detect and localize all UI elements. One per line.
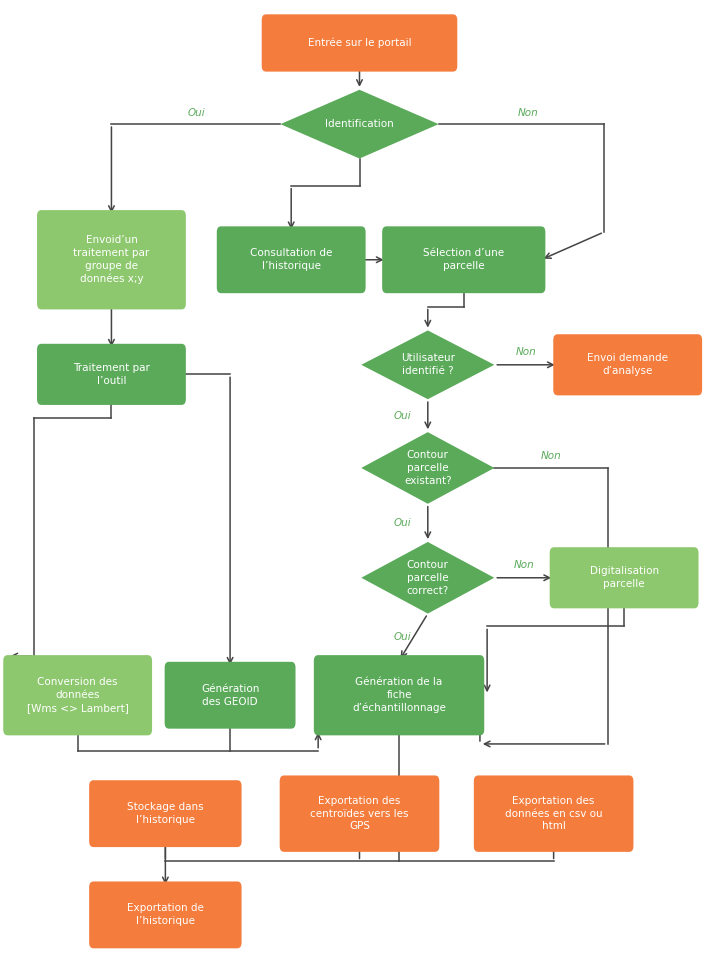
Text: Sélection d’une
parcelle: Sélection d’une parcelle — [423, 248, 504, 271]
Text: Entrée sur le portail: Entrée sur le portail — [308, 38, 411, 48]
FancyBboxPatch shape — [554, 334, 702, 395]
Text: Traitement par
l’outil: Traitement par l’outil — [73, 363, 150, 386]
Text: Non: Non — [518, 108, 539, 117]
FancyBboxPatch shape — [262, 14, 457, 72]
Text: Non: Non — [541, 451, 562, 460]
Text: Génération de la
fiche
d’échantillonnage: Génération de la fiche d’échantillonnage — [352, 677, 446, 713]
Polygon shape — [280, 90, 439, 159]
FancyBboxPatch shape — [37, 344, 186, 405]
Text: Stockage dans
l’historique: Stockage dans l’historique — [127, 802, 203, 825]
Text: Exportation des
données en csv ou
html: Exportation des données en csv ou html — [505, 796, 603, 832]
Text: Oui: Oui — [394, 411, 411, 420]
Text: Utilisateur
identifié ?: Utilisateur identifié ? — [400, 353, 455, 376]
FancyBboxPatch shape — [280, 775, 439, 852]
Text: Oui: Oui — [187, 108, 205, 117]
Text: Envoid’un
traitement par
groupe de
données x;y: Envoid’un traitement par groupe de donné… — [73, 235, 150, 285]
FancyBboxPatch shape — [474, 775, 633, 852]
Text: Oui: Oui — [394, 518, 411, 528]
FancyBboxPatch shape — [314, 655, 485, 735]
Polygon shape — [361, 542, 495, 613]
FancyBboxPatch shape — [3, 655, 152, 735]
Polygon shape — [361, 330, 495, 399]
Text: Non: Non — [514, 561, 534, 570]
Text: Oui: Oui — [394, 632, 411, 642]
Text: Contour
parcelle
existant?: Contour parcelle existant? — [404, 450, 452, 486]
Text: Exportation des
centroïdes vers les
GPS: Exportation des centroïdes vers les GPS — [311, 796, 408, 832]
Text: Exportation de
l’historique: Exportation de l’historique — [127, 903, 203, 926]
Text: Conversion des
données
[Wms <> Lambert]: Conversion des données [Wms <> Lambert] — [27, 677, 129, 713]
FancyBboxPatch shape — [89, 881, 242, 948]
Polygon shape — [361, 432, 495, 504]
Text: Digitalisation
parcelle: Digitalisation parcelle — [590, 566, 659, 589]
Text: Non: Non — [516, 348, 536, 357]
FancyBboxPatch shape — [89, 780, 242, 847]
FancyBboxPatch shape — [165, 662, 296, 729]
FancyBboxPatch shape — [216, 226, 365, 293]
Text: Consultation de
l’historique: Consultation de l’historique — [250, 248, 332, 271]
FancyBboxPatch shape — [549, 547, 699, 608]
FancyBboxPatch shape — [37, 210, 186, 309]
Text: Génération
des GEOID: Génération des GEOID — [201, 684, 260, 707]
Text: Envoi demande
d’analyse: Envoi demande d’analyse — [587, 353, 668, 376]
Text: Contour
parcelle
correct?: Contour parcelle correct? — [407, 560, 449, 596]
Text: Identification: Identification — [325, 119, 394, 129]
FancyBboxPatch shape — [382, 226, 545, 293]
